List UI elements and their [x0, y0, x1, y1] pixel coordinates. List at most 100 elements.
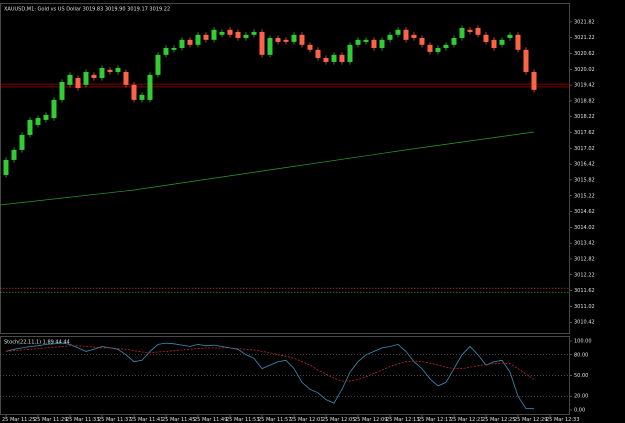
- candle-body: [123, 71, 129, 85]
- y-tick-label: 3015.82: [574, 177, 595, 183]
- candle-body: [171, 47, 177, 50]
- chart-title: XAUUSD,M1: Gold vs US Dollar 3019.83 301…: [4, 7, 170, 13]
- candle-body: [51, 99, 57, 119]
- y-tick-label: 20.00: [574, 394, 588, 400]
- x-tick-label: 25 Mar 11:53: [226, 417, 259, 423]
- y-tick-label: 3018.82: [574, 98, 595, 104]
- candle-body: [139, 94, 145, 100]
- x-tick-label: 25 Mar 11:33: [66, 417, 99, 423]
- candle-body: [411, 34, 417, 38]
- candle-body: [387, 34, 393, 40]
- candle-body: [275, 37, 281, 42]
- y-tick-label: 50.00: [574, 373, 588, 379]
- candle-body: [259, 31, 265, 55]
- candle-body: [99, 68, 105, 79]
- candle-body: [67, 74, 73, 85]
- candle-body: [419, 37, 425, 45]
- candle-body: [371, 39, 377, 48]
- candle-body: [451, 37, 457, 45]
- y-tick-label: 3020.02: [574, 67, 595, 73]
- x-tick-label: 25 Mar 12:13: [386, 417, 419, 423]
- candle-body: [211, 29, 217, 40]
- x-tick-label: 25 Mar 12:17: [418, 417, 451, 423]
- candle-body: [131, 84, 137, 100]
- y-tick-label: 3015.22: [574, 193, 595, 199]
- y-tick-label: 3012.22: [574, 272, 595, 278]
- x-tick-label: 25 Mar 11:25: [2, 417, 35, 423]
- x-tick-label: 25 Mar 11:29: [34, 417, 67, 423]
- y-tick-label: 3014.62: [574, 209, 595, 215]
- candle-body: [475, 27, 481, 35]
- y-tick-label: 3020.62: [574, 51, 595, 57]
- x-tick-label: 25 Mar 12:01: [290, 417, 323, 423]
- x-tick-label: 25 Mar 12:33: [546, 417, 579, 423]
- y-tick-label: 3019.42: [574, 83, 595, 89]
- y-tick-label: 3018.22: [574, 114, 595, 120]
- x-tick-label: 25 Mar 11:45: [162, 417, 195, 423]
- y-tick-label: 3012.82: [574, 256, 595, 262]
- y-tick-label: 3016.42: [574, 162, 595, 168]
- candle-body: [147, 74, 153, 100]
- y-tick-label: 0.00: [574, 408, 585, 414]
- x-tick-label: 25 Mar 11:41: [130, 417, 163, 423]
- candle-body: [203, 34, 209, 40]
- candle-body: [299, 34, 305, 45]
- y-tick-label: 3011.62: [574, 288, 595, 294]
- candle-body: [227, 29, 233, 35]
- y-tick-label: 3017.62: [574, 130, 595, 136]
- candle-body: [435, 47, 441, 52]
- candle-body: [43, 114, 49, 120]
- y-tick-label: 3021.82: [574, 19, 595, 25]
- candle-body: [523, 49, 529, 72]
- candle-body: [403, 29, 409, 40]
- x-tick-label: 25 Mar 11:49: [194, 417, 227, 423]
- candle-body: [307, 44, 313, 50]
- candle-body: [363, 39, 369, 42]
- candle-body: [379, 39, 385, 48]
- candle-body: [251, 31, 257, 35]
- indicator-title: Stoch(22,11,1) 1.89 44.44: [4, 340, 70, 346]
- candle-body: [19, 134, 25, 150]
- candle-body: [443, 44, 449, 48]
- candle-body: [315, 49, 321, 58]
- y-tick-label: 3017.02: [574, 146, 595, 152]
- x-tick-label: 25 Mar 12:21: [450, 417, 483, 423]
- candle-body: [323, 57, 329, 62]
- candle-body: [163, 47, 169, 55]
- candle-body: [235, 31, 241, 38]
- candle-body: [507, 34, 513, 38]
- x-tick-label: 25 Mar 11:37: [98, 417, 131, 423]
- candle-body: [75, 78, 81, 89]
- candle-body: [11, 149, 17, 160]
- candle-body: [3, 159, 9, 175]
- candle-body: [267, 37, 273, 55]
- y-tick-label: 3013.42: [574, 241, 595, 247]
- x-tick-label: 25 Mar 12:25: [482, 417, 515, 423]
- indicator-line: [5, 342, 535, 410]
- candle-body: [83, 71, 89, 85]
- candle-body: [395, 29, 401, 35]
- candle-body: [467, 29, 473, 32]
- x-tick-label: 25 Mar 12:05: [322, 417, 355, 423]
- candle-body: [531, 71, 537, 90]
- y-tick-label: 3021.22: [574, 35, 595, 41]
- candle-body: [459, 27, 465, 38]
- candle-body: [115, 68, 121, 72]
- indicator-line: [5, 345, 535, 382]
- candle-body: [91, 74, 97, 79]
- candle-body: [491, 39, 497, 48]
- x-tick-label: 25 Mar 11:57: [258, 417, 291, 423]
- candle-body: [347, 44, 353, 62]
- candle-body: [107, 69, 113, 72]
- candle-body: [515, 34, 521, 50]
- candle-body: [331, 54, 337, 62]
- candle-body: [35, 118, 41, 125]
- candle-body: [291, 34, 297, 42]
- y-tick-label: 100.00: [574, 339, 592, 345]
- candle-body: [339, 54, 345, 62]
- main-panel-frame: [0, 3, 570, 334]
- candle-body: [195, 34, 201, 45]
- candle-body: [187, 39, 193, 45]
